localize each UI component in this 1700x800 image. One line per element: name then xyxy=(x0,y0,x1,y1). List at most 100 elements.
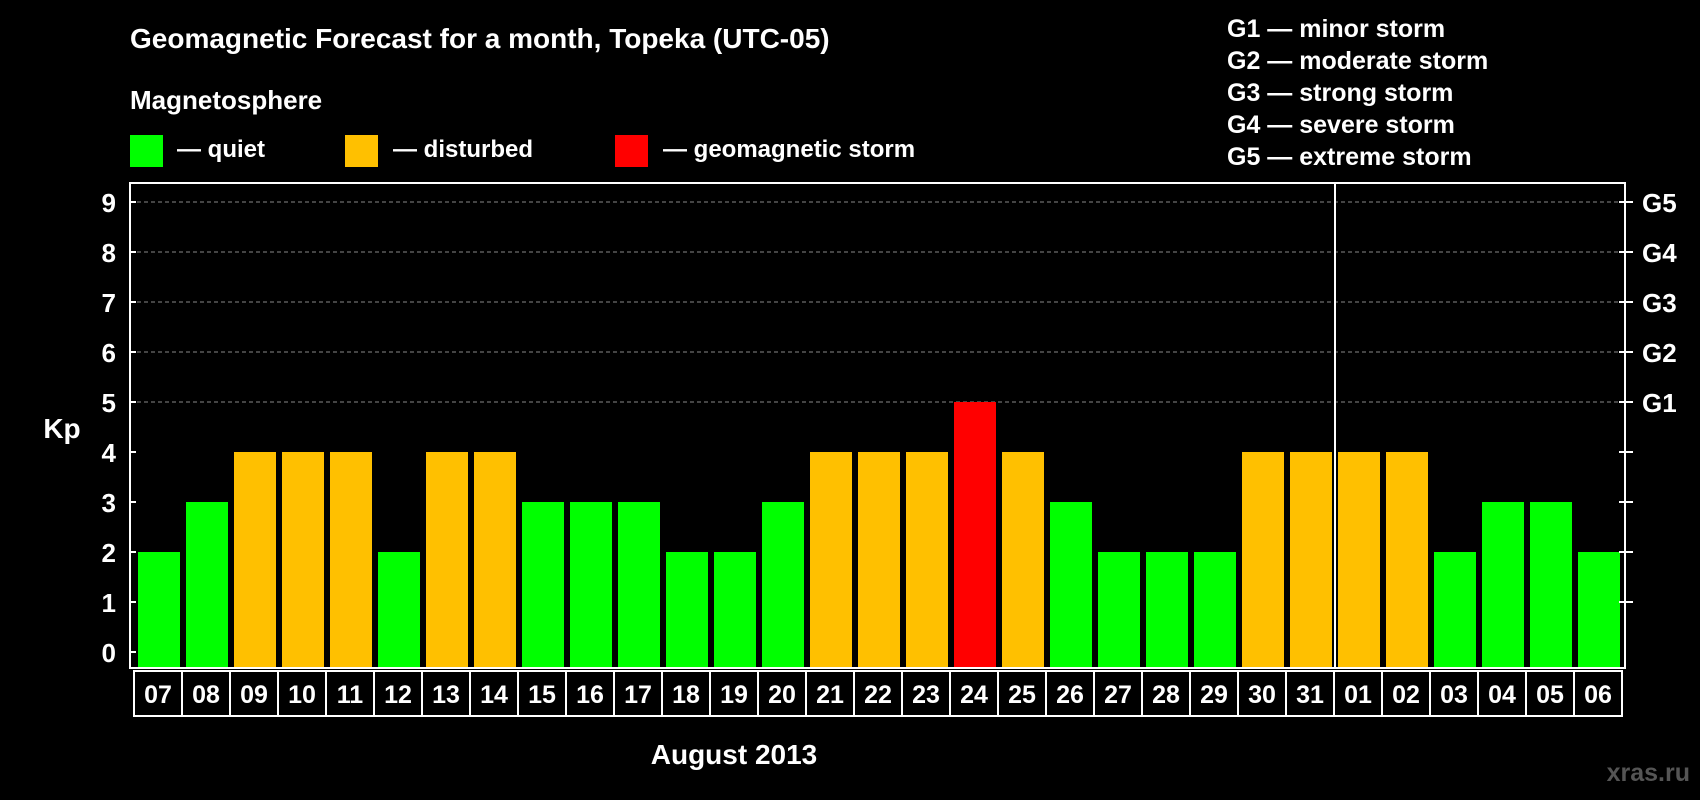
bar-17 xyxy=(618,502,660,668)
day-label-13: 13 xyxy=(432,681,460,709)
y-tick-8: 8 xyxy=(102,238,116,268)
day-label-01: 01 xyxy=(1344,681,1372,709)
day-label-31: 31 xyxy=(1296,681,1324,709)
day-label-18: 18 xyxy=(672,681,700,709)
y-tick-3: 3 xyxy=(102,488,116,518)
storm-level-g3: G3 — strong storm xyxy=(1227,79,1453,107)
bar-09 xyxy=(234,452,276,668)
day-label-24: 24 xyxy=(960,681,988,709)
day-label-28: 28 xyxy=(1152,681,1180,709)
day-label-11: 11 xyxy=(337,681,364,709)
day-label-15: 15 xyxy=(528,681,556,709)
storm-level-g4: G4 — severe storm xyxy=(1227,111,1455,139)
bar-28 xyxy=(1146,552,1188,668)
bar-14 xyxy=(474,452,516,668)
day-box-11 xyxy=(325,670,375,717)
day-box-06 xyxy=(1573,670,1623,717)
day-box-01 xyxy=(1333,670,1383,717)
day-label-08: 08 xyxy=(192,681,220,709)
day-label-23: 23 xyxy=(912,681,940,709)
bar-25 xyxy=(1002,452,1044,668)
right-tick-g3: G3 xyxy=(1642,288,1677,318)
bar-10 xyxy=(282,452,324,668)
day-box-24 xyxy=(949,670,999,717)
bar-02 xyxy=(1386,452,1428,668)
day-box-14 xyxy=(469,670,519,717)
bar-15 xyxy=(522,502,564,668)
gridlines xyxy=(130,201,1625,403)
day-box-29 xyxy=(1189,670,1239,717)
y-tick-4: 4 xyxy=(102,438,117,468)
bar-29 xyxy=(1194,552,1236,668)
day-box-09 xyxy=(229,670,279,717)
day-box-05 xyxy=(1525,670,1575,717)
bar-04 xyxy=(1482,502,1524,668)
legend-swatch-storm xyxy=(615,135,648,167)
storm-level-g5: G5 — extreme storm xyxy=(1227,143,1472,171)
legend-swatch-quiet xyxy=(130,135,163,167)
legend-swatch-disturbed xyxy=(345,135,378,167)
day-label-06: 06 xyxy=(1584,681,1612,709)
day-label-27: 27 xyxy=(1104,681,1132,709)
day-label-03: 03 xyxy=(1440,681,1468,709)
y-tick-1: 1 xyxy=(102,588,116,618)
right-tick-g2: G2 xyxy=(1642,338,1677,368)
y-ticks: 0 1 2 3 4 5 6 7 8 9 xyxy=(102,188,136,668)
bar-06 xyxy=(1578,552,1620,668)
bar-20 xyxy=(762,502,804,668)
bar-12 xyxy=(378,552,420,668)
day-label-26: 26 xyxy=(1056,681,1084,709)
bar-16 xyxy=(570,502,612,668)
bar-21 xyxy=(810,452,852,668)
bar-23 xyxy=(906,452,948,668)
plot-border xyxy=(129,182,1626,669)
day-box-07 xyxy=(133,670,183,717)
legend-label-disturbed: — disturbed xyxy=(393,136,533,163)
storm-level-g2: G2 — moderate storm xyxy=(1227,47,1488,75)
day-label-29: 29 xyxy=(1200,681,1228,709)
day-label-17: 17 xyxy=(624,681,652,709)
day-box-31 xyxy=(1285,670,1335,717)
bar-13 xyxy=(426,452,468,668)
bar-08 xyxy=(186,502,228,668)
storm-level-g1: G1 — minor storm xyxy=(1227,15,1445,43)
day-label-02: 02 xyxy=(1392,681,1420,709)
day-label-14: 14 xyxy=(480,681,508,709)
bar-18 xyxy=(666,552,708,668)
bar-01 xyxy=(1338,452,1380,668)
day-labels: 07 08 09 10 11 12 13 14 15 16 17 18 19 20 21 22 23 24 25 26… xyxy=(133,670,1623,717)
legend-label-quiet: — quiet xyxy=(177,136,265,163)
chart-title: Geomagnetic Forecast for a month, Topeka… xyxy=(130,23,830,54)
day-label-07: 07 xyxy=(144,681,172,709)
day-label-21: 21 xyxy=(816,681,844,709)
bars xyxy=(138,402,1620,668)
day-box-10 xyxy=(277,670,327,717)
y-axis-label: Kp xyxy=(43,413,80,444)
day-label-12: 12 xyxy=(384,681,412,709)
right-tick-g5: G5 xyxy=(1642,188,1677,218)
day-label-16: 16 xyxy=(576,681,604,709)
legend-title: Magnetosphere xyxy=(130,85,322,115)
bar-19 xyxy=(714,552,756,668)
day-box-30 xyxy=(1237,670,1287,717)
day-box-13 xyxy=(421,670,471,717)
bar-26 xyxy=(1050,502,1092,668)
y-tick-9: 9 xyxy=(102,188,116,218)
bar-31 xyxy=(1290,452,1332,668)
day-box-27 xyxy=(1093,670,1143,717)
right-axis-ticks: G1 G2 G3 G4 G5 xyxy=(1619,188,1677,603)
right-tick-g4: G4 xyxy=(1642,238,1677,268)
y-tick-0: 0 xyxy=(102,638,116,668)
day-box-15 xyxy=(517,670,567,717)
day-label-10: 10 xyxy=(288,681,316,709)
watermark: xras.ru xyxy=(1607,759,1690,787)
day-box-26 xyxy=(1045,670,1095,717)
day-box-04 xyxy=(1477,670,1527,717)
y-tick-6: 6 xyxy=(102,338,116,368)
bar-24 xyxy=(954,402,996,668)
y-tick-2: 2 xyxy=(102,538,116,568)
day-box-20 xyxy=(757,670,807,717)
bar-05 xyxy=(1530,502,1572,668)
day-box-17 xyxy=(613,670,663,717)
